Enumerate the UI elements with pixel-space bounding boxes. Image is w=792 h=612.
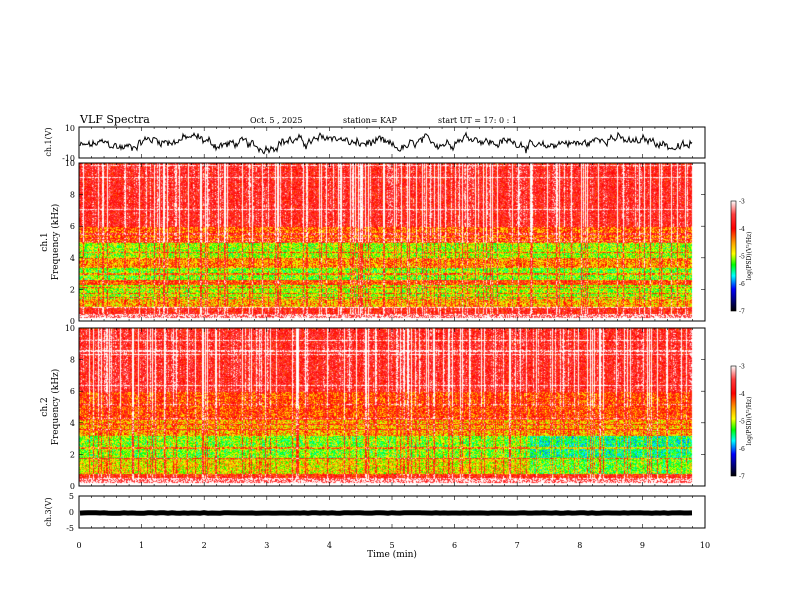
figure-start-time: start UT = 17: 0 : 1 — [438, 116, 517, 125]
ch2-colorbar-ticks: -3 -4 -5 -6 -7 — [739, 364, 745, 481]
ch2-spectrogram-panel: 0 2 4 6 8 10 ch.2 Frequency (kHz) — [40, 324, 706, 491]
ch3-waveform-series — [79, 510, 693, 516]
ch1-ytick-bottom: -10 — [62, 154, 75, 163]
freq-tick-label: 6 — [70, 222, 75, 231]
ch2-colorbar: -3 -4 -5 -6 -7 log(PSD)(V²/Hz) — [730, 364, 753, 481]
colorbar-tick-label: -5 — [739, 254, 745, 261]
ch1-ytick-top: 10 — [65, 124, 75, 133]
ch2-colorbar-label: log(PSD)(V²/Hz) — [746, 397, 753, 446]
ch3-waveform-panel: 5 0 -5 ch.3(V) — [44, 492, 706, 533]
freq-tick-label: 2 — [70, 450, 75, 459]
ch3-ytick-top: 5 — [69, 492, 74, 501]
colorbar-tick-label: -5 — [739, 419, 745, 426]
time-axis-label: Time (min) — [367, 549, 417, 560]
freq-tick-label: 10 — [65, 159, 75, 168]
colorbar-tick-label: -4 — [739, 391, 745, 398]
freq-tick-label: 10 — [65, 324, 75, 333]
freq-tick-label: 8 — [70, 191, 75, 200]
ch1-colorbar-label: log(PSD)(V²/Hz) — [746, 232, 753, 281]
freq-tick-label: 0 — [70, 482, 75, 491]
time-axis-ticklabels: 0 1 2 3 4 5 6 7 8 9 10 — [76, 541, 710, 550]
freq-tick-label: 0 — [70, 317, 75, 326]
freq-tick-label: 6 — [70, 387, 75, 396]
ch1-xticks — [78, 127, 706, 158]
time-tick-label: 10 — [700, 541, 710, 550]
colorbar-tick-label: -3 — [739, 364, 745, 371]
ch2-yticks: 0 2 4 6 8 10 — [65, 324, 705, 491]
figure-date: Oct. 5 , 2025 — [250, 116, 302, 125]
time-tick-label: 9 — [640, 541, 645, 550]
ch3-xticks — [78, 496, 706, 528]
ch1-spec-label: ch.1 — [40, 232, 50, 251]
freq-tick-label: 8 — [70, 356, 75, 365]
ch1-colorbar-ticks: -3 -4 -5 -6 -7 — [739, 199, 745, 316]
ch1-spectrogram-panel: 0 2 4 6 8 10 ch.1 Frequency (kHz) — [40, 159, 706, 326]
figure-title: VLF Spectra — [79, 113, 150, 126]
colorbar-tick-label: -6 — [739, 446, 745, 453]
time-tick-label: 5 — [389, 541, 394, 550]
time-tick-label: 2 — [202, 541, 207, 550]
time-tick-label: 1 — [139, 541, 144, 550]
ch1-waveform-panel: 10 -10 ch.1(V) — [44, 124, 706, 163]
ch3-ytick-bottom: -5 — [66, 524, 74, 533]
ch3-ytick-mid: 0 — [69, 508, 74, 517]
ch2-freq-label: Frequency (kHz) — [50, 369, 61, 446]
freq-tick-label: 2 — [70, 285, 75, 294]
colorbar-tick-label: -6 — [739, 281, 745, 288]
ch1-ylabel: ch.1(V) — [44, 127, 53, 156]
freq-tick-label: 4 — [70, 419, 75, 428]
ch1-freq-label: Frequency (kHz) — [50, 204, 61, 281]
time-tick-label: 8 — [577, 541, 582, 550]
ch1-waveform-series — [79, 131, 693, 155]
time-tick-label: 6 — [452, 541, 457, 550]
colorbar-tick-label: -4 — [739, 226, 745, 233]
figure-station: station= KAP — [343, 116, 398, 125]
colorbar-tick-label: -7 — [739, 309, 745, 316]
ch1-spec-xticks — [78, 163, 706, 321]
ch2-spec-label: ch.2 — [40, 397, 50, 416]
ch2-spec-xticks — [78, 328, 706, 486]
time-tick-label: 7 — [515, 541, 520, 550]
time-tick-label: 0 — [76, 541, 81, 550]
freq-tick-label: 4 — [70, 254, 75, 263]
colorbar-tick-label: -7 — [739, 474, 745, 481]
colorbar-tick-label: -3 — [739, 199, 745, 206]
time-tick-label: 4 — [327, 541, 332, 550]
ch1-spectrogram-image — [79, 163, 705, 321]
ch1-colorbar: -3 -4 -5 -6 -7 log(PSD)(V²/Hz) — [730, 199, 753, 316]
ch2-spectrogram-image — [79, 328, 705, 486]
ch3-ylabel: ch.3(V) — [44, 497, 53, 526]
ch1-yticks: 0 2 4 6 8 10 — [65, 159, 705, 326]
time-tick-label: 3 — [264, 541, 269, 550]
